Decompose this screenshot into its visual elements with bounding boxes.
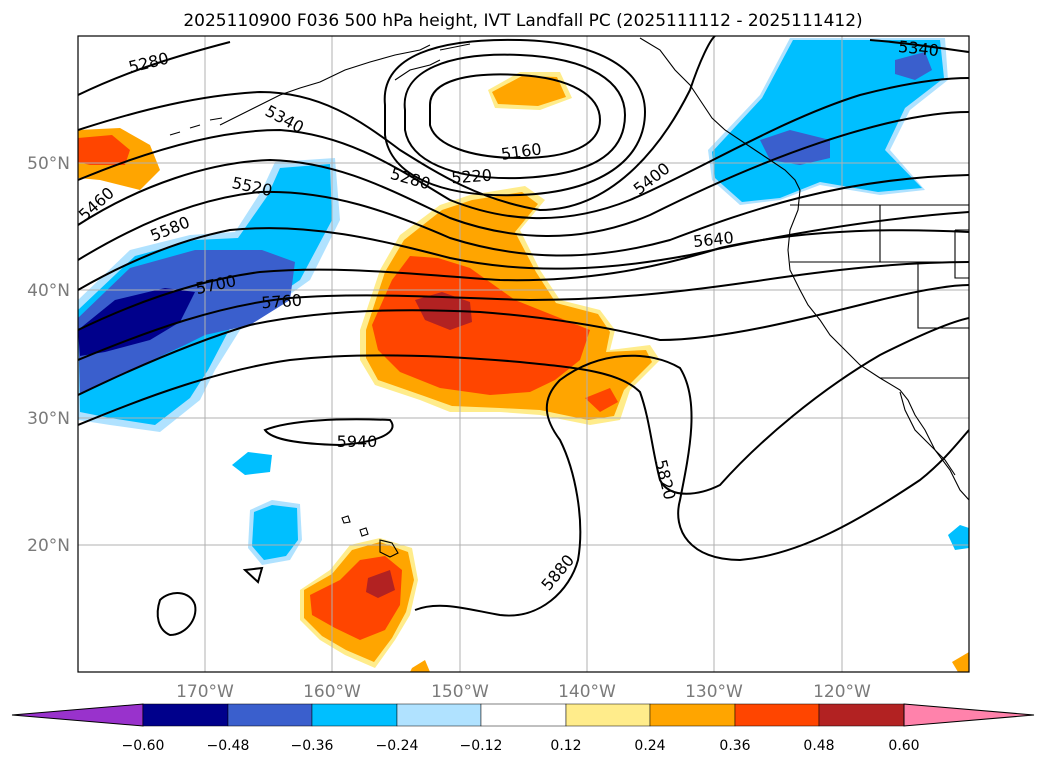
colorbar-segment xyxy=(649,703,736,727)
hawaii-oahu xyxy=(341,515,351,524)
lon-label-170w: 170°W xyxy=(176,682,234,702)
contour-5640 xyxy=(78,229,969,331)
ivt-negative-region-west-max xyxy=(78,288,195,356)
contour-5580 xyxy=(78,211,969,291)
colorbar-tick-label: 0.60 xyxy=(888,738,919,754)
colorbar-tick-label: −0.12 xyxy=(460,738,503,754)
hawaii-maui xyxy=(359,527,369,537)
lon-label-160w: 160°W xyxy=(303,682,361,702)
map-panel: 5280 5340 5160 5220 5280 5400 5340 5460 … xyxy=(78,36,969,672)
lon-label-130w: 130°W xyxy=(685,682,743,702)
contour-5460 xyxy=(78,111,969,237)
contour-5520 xyxy=(78,174,969,261)
contour-label: 5940 xyxy=(337,432,378,451)
colorbar-segment xyxy=(480,703,567,727)
map-frame xyxy=(77,35,970,673)
figure-title: 2025110900 F036 500 hPa height, IVT Land… xyxy=(183,11,862,31)
lat-label-20n: 20°N xyxy=(27,536,70,556)
coastlines xyxy=(169,37,969,558)
contour-label: 5220 xyxy=(451,166,493,188)
hawaii-big-island xyxy=(379,539,399,558)
ivt-positive-region-main-inner xyxy=(372,256,590,395)
colorbar-tick-label: −0.36 xyxy=(291,738,334,754)
ivt-positive-region-south xyxy=(410,660,430,672)
alaska-panhandle-coast xyxy=(639,37,801,191)
ivt-positive-region-se xyxy=(952,652,969,672)
colorbar-extend-high xyxy=(903,703,1035,727)
graticule xyxy=(78,36,969,672)
colorbar-tick-label: −0.24 xyxy=(376,738,419,754)
colorbar-tick-label: 0.24 xyxy=(634,738,665,754)
contour-label: 5340 xyxy=(897,37,939,60)
ivt-positive-region-hawaii-max xyxy=(366,570,395,598)
colorbar-ticks: −0.60 −0.48 −0.36 −0.24 −0.12 0.12 0.24 … xyxy=(122,738,920,754)
colorbar-segment xyxy=(734,703,820,727)
contour-5160 xyxy=(429,73,602,160)
contour-5400 xyxy=(78,77,969,220)
height-contours xyxy=(78,36,969,637)
contour-label: 5640 xyxy=(692,228,734,251)
lon-label-150w: 150°W xyxy=(431,682,489,702)
contour-5880 xyxy=(414,354,969,617)
ivt-negative-region-ne-core xyxy=(895,52,932,80)
lat-label-40n: 40°N xyxy=(27,281,70,301)
colorbar: −0.60 −0.48 −0.36 −0.24 −0.12 0.12 0.24 … xyxy=(11,703,1035,754)
latitude-labels: 50°N 40°N 30°N 20°N xyxy=(27,154,70,556)
colorbar-segment xyxy=(565,703,651,727)
lon-label-120w: 120°W xyxy=(813,682,871,702)
alaska-coast xyxy=(219,43,471,126)
contour-5940 xyxy=(263,418,394,447)
colorbar-segment xyxy=(818,703,905,727)
ivt-positive-region-nw-inner xyxy=(78,135,130,165)
ivt-negative-hawaii-west-inner xyxy=(252,505,298,560)
contour-5700 xyxy=(78,261,969,361)
contour-label: 5760 xyxy=(261,291,303,313)
ivt-negative-region-se xyxy=(948,525,969,550)
contour-5760 xyxy=(78,284,969,396)
baja-california-coast xyxy=(899,391,956,476)
colorbar-tick-label: 0.48 xyxy=(803,738,834,754)
colorbar-tick-label: 0.36 xyxy=(719,738,750,754)
aleutian-islands xyxy=(169,117,223,136)
lat-label-50n: 50°N xyxy=(27,154,70,174)
colorbar-segment xyxy=(142,703,229,727)
colorbar-segment xyxy=(227,703,313,727)
contour-5820 xyxy=(78,317,969,495)
colorbar-segment xyxy=(396,703,482,727)
state-borders xyxy=(790,205,969,329)
colorbar-tick-label: −0.48 xyxy=(207,738,250,754)
contour-5340 xyxy=(78,36,716,212)
contour-closed-hawaii xyxy=(156,592,197,637)
colorbar-segment xyxy=(311,703,398,727)
colorbar-extend-low xyxy=(11,703,144,727)
ivt-negative-hawaii-north xyxy=(232,452,272,475)
ivt-negative-region-east-core xyxy=(760,130,830,165)
ivt-positive-region-north-inner xyxy=(492,76,566,106)
longitude-labels: 170°W 160°W 150°W 140°W 130°W 120°W xyxy=(176,682,871,702)
contour-5280 xyxy=(383,38,647,197)
contour-5220 xyxy=(403,53,627,180)
colorbar-tick-label: 0.12 xyxy=(550,738,581,754)
ivt-positive-region-main-east xyxy=(585,388,618,412)
ivt-negative-region-west-core xyxy=(78,250,295,395)
contour-5340-east xyxy=(869,39,969,53)
colorbar-tick-label: −0.60 xyxy=(122,738,165,754)
contour-small-hawaii xyxy=(242,566,264,584)
lon-label-140w: 140°W xyxy=(558,682,616,702)
contour-5280-west xyxy=(78,41,231,96)
north-america-west-coast xyxy=(787,189,969,501)
lat-label-30n: 30°N xyxy=(27,409,70,429)
